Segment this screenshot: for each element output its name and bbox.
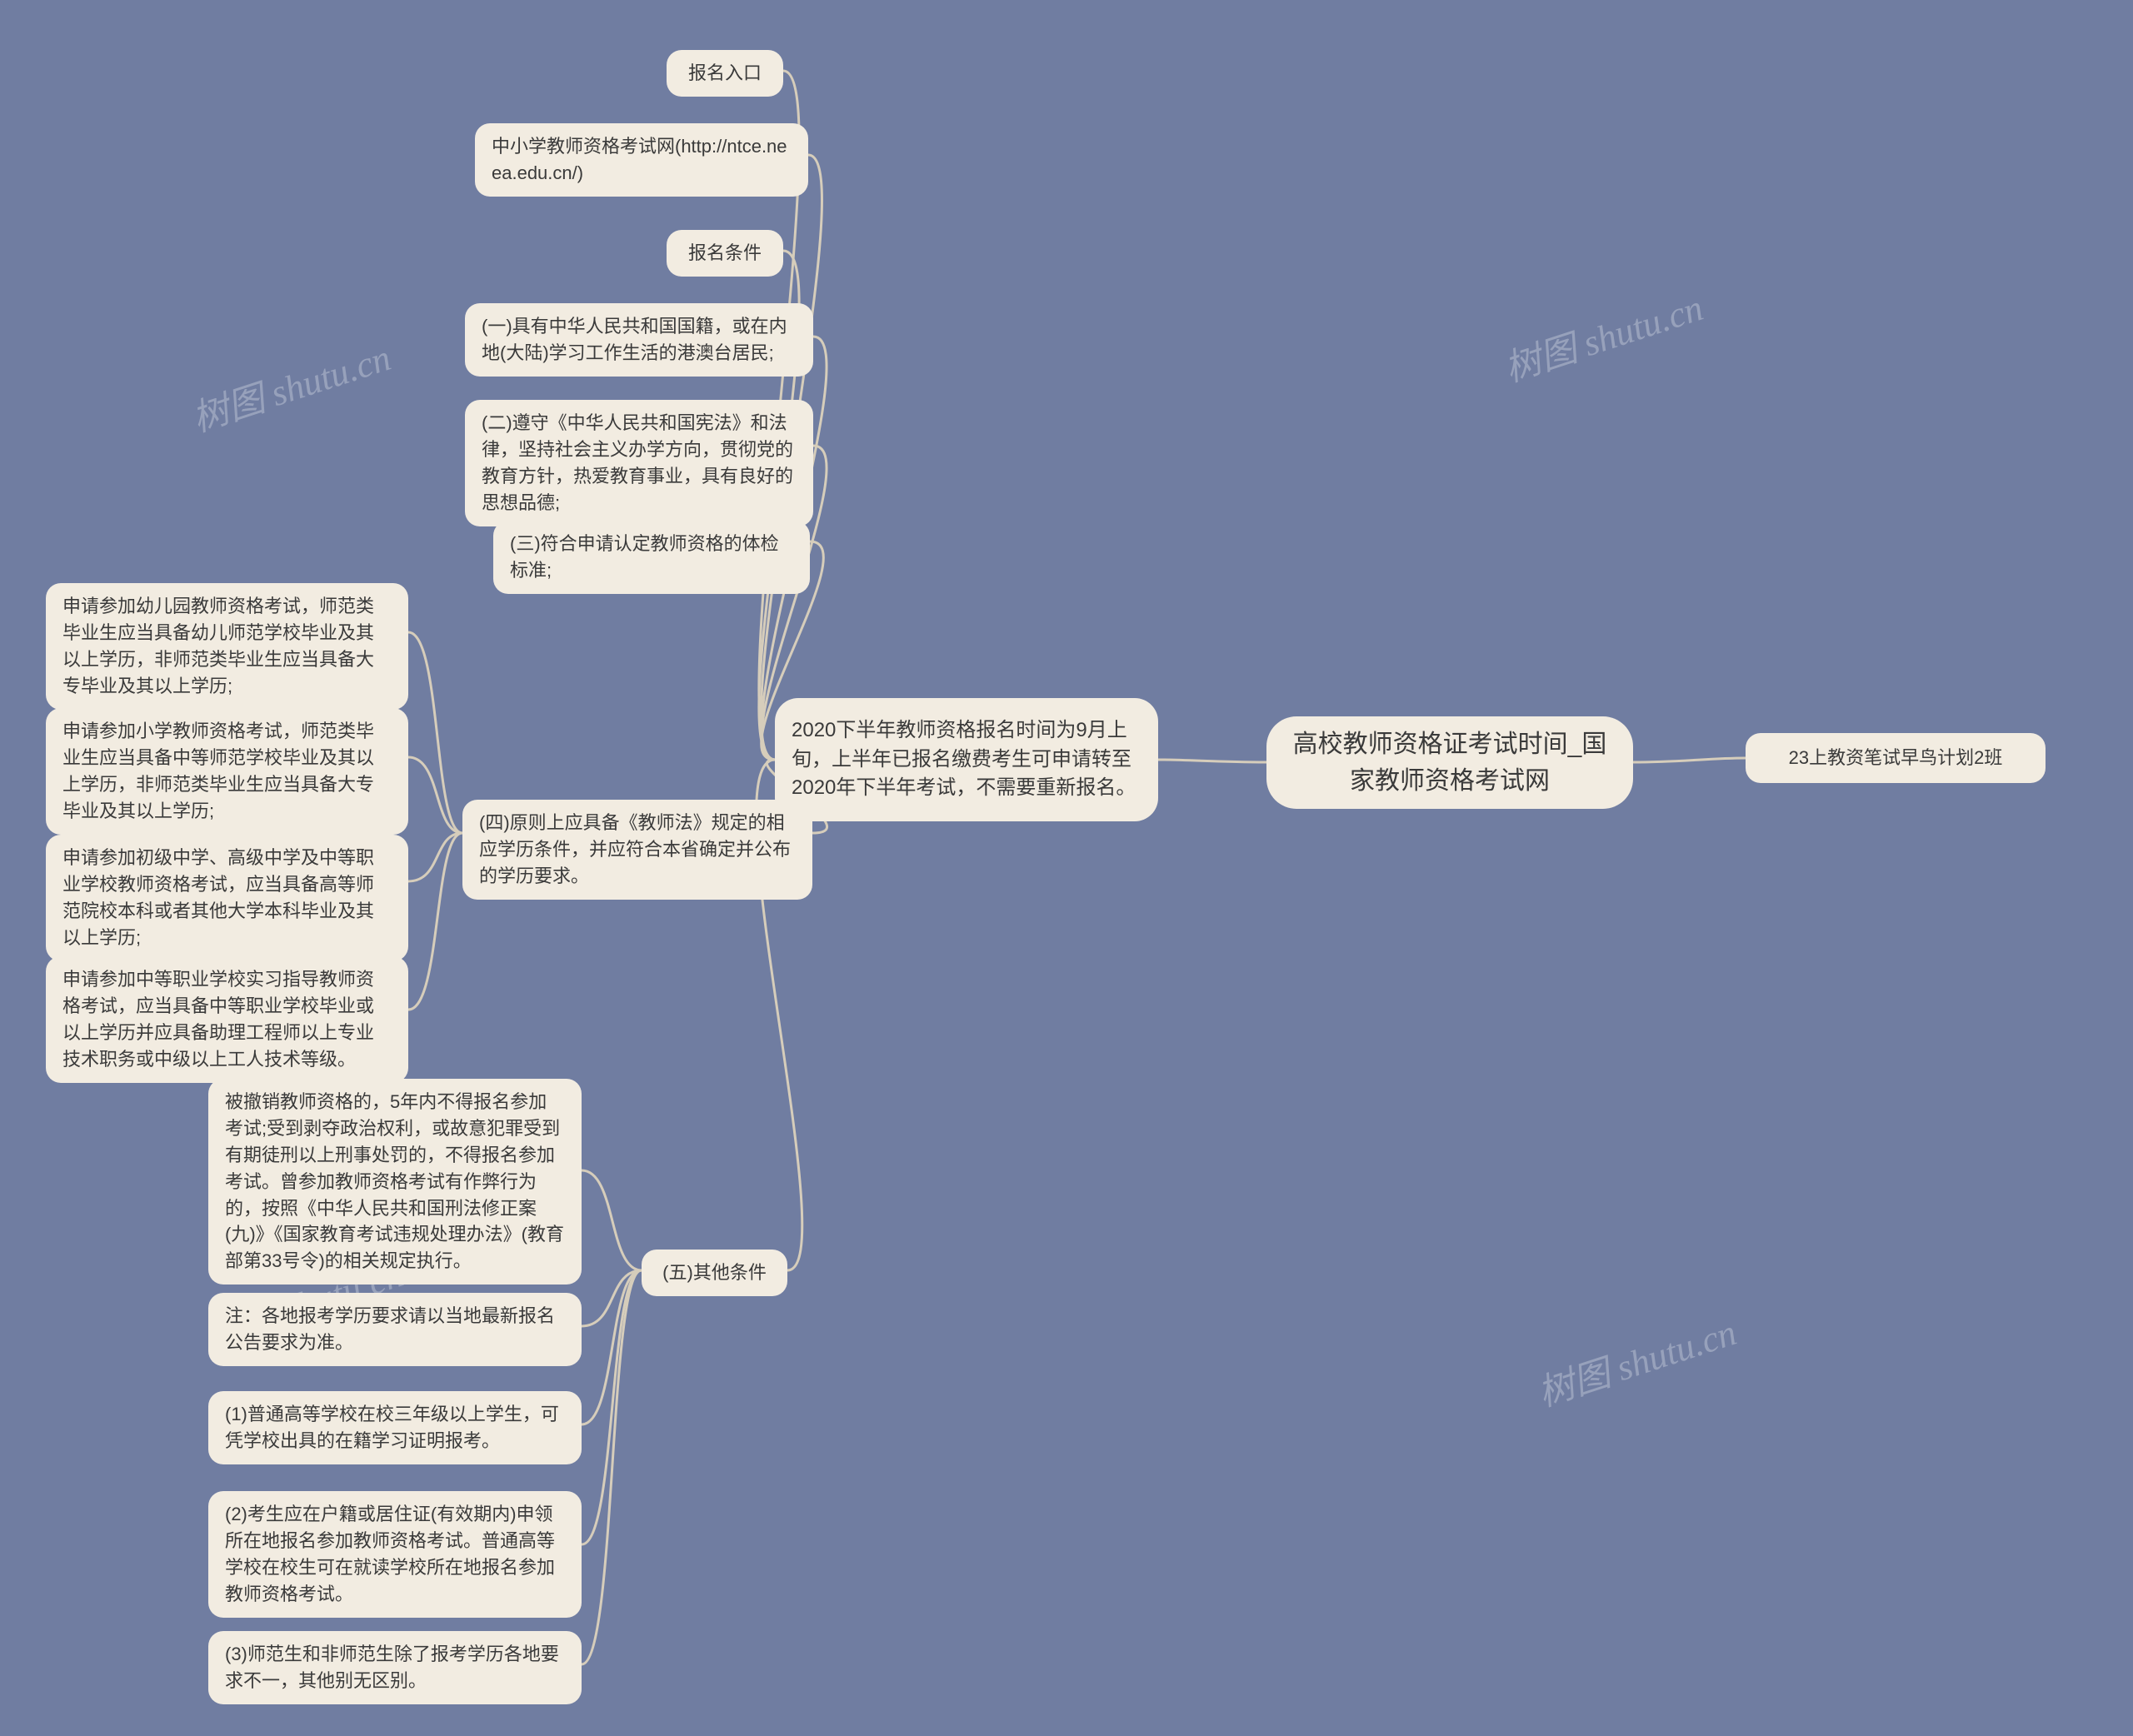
l2-label: (二)遵守《中华人民共和国宪法》和法律，坚持社会主义办学方向，贯彻党的教育方针，… bbox=[482, 410, 797, 516]
l3-label: 注：各地报考学历要求请以当地最新报名公告要求为准。 bbox=[225, 1303, 565, 1356]
l2-label: 报名入口 bbox=[688, 60, 762, 87]
left-main-node[interactable]: 2020下半年教师资格报名时间为9月上旬，上半年已报名缴费考生可申请转至2020… bbox=[775, 698, 1158, 821]
l3-node[interactable]: 注：各地报考学历要求请以当地最新报名公告要求为准。 bbox=[208, 1293, 582, 1366]
l3-node[interactable]: (2)考生应在户籍或居住证(有效期内)申领所在地报名参加教师资格考试。普通高等学… bbox=[208, 1491, 582, 1618]
l3-label: 申请参加幼儿园教师资格考试，师范类毕业生应当具备幼儿师范学校毕业及其以上学历，非… bbox=[62, 593, 392, 700]
l2-label: (三)符合申请认定教师资格的体检标准; bbox=[510, 531, 793, 584]
l3-node[interactable]: (3)师范生和非师范生除了报考学历各地要求不一，其他别无区别。 bbox=[208, 1631, 582, 1704]
l2-label: (四)原则上应具备《教师法》规定的相应学历条件，并应符合本省确定并公布的学历要求… bbox=[479, 810, 796, 890]
l3-node[interactable]: (1)普通高等学校在校三年级以上学生，可凭学校出具的在籍学习证明报考。 bbox=[208, 1391, 582, 1464]
l3-node[interactable]: 申请参加小学教师资格考试，师范类毕业生应当具备中等师范学校毕业及其以上学历，非师… bbox=[46, 708, 408, 835]
root-node[interactable]: 高校教师资格证考试时间_国家教师资格考试网 bbox=[1266, 716, 1633, 809]
mindmap-canvas: { "colors": { "background": "#707da1", "… bbox=[0, 0, 2133, 1736]
l3-label: (1)普通高等学校在校三年级以上学生，可凭学校出具的在籍学习证明报考。 bbox=[225, 1401, 565, 1454]
l3-label: 申请参加初级中学、高级中学及中等职业学校教师资格考试，应当具备高等师范院校本科或… bbox=[62, 845, 392, 951]
root-label: 高校教师资格证考试时间_国家教师资格考试网 bbox=[1283, 726, 1616, 799]
watermark: 树图 shutu.cn bbox=[1530, 1302, 1742, 1416]
l2-label: (五)其他条件 bbox=[662, 1260, 767, 1286]
l2-label: (一)具有中华人民共和国国籍，或在内地(大陆)学习工作生活的港澳台居民; bbox=[482, 313, 797, 367]
right-node[interactable]: 23上教资笔试早鸟计划2班 bbox=[1746, 733, 2046, 783]
l3-node[interactable]: 申请参加幼儿园教师资格考试，师范类毕业生应当具备幼儿师范学校毕业及其以上学历，非… bbox=[46, 583, 408, 710]
l3-label: (2)考生应在户籍或居住证(有效期内)申领所在地报名参加教师资格考试。普通高等学… bbox=[225, 1501, 565, 1608]
left-main-label: 2020下半年教师资格报名时间为9月上旬，上半年已报名缴费考生可申请转至2020… bbox=[792, 716, 1141, 803]
l3-label: 申请参加小学教师资格考试，师范类毕业生应当具备中等师范学校毕业及其以上学历，非师… bbox=[62, 718, 392, 825]
l2-node[interactable]: 报名入口 bbox=[667, 50, 783, 97]
l2-node[interactable]: (三)符合申请认定教师资格的体检标准; bbox=[493, 521, 810, 594]
l3-label: 申请参加中等职业学校实习指导教师资格考试，应当具备中等职业学校毕业或以上学历并应… bbox=[62, 966, 392, 1073]
l3-node[interactable]: 申请参加初级中学、高级中学及中等职业学校教师资格考试，应当具备高等师范院校本科或… bbox=[46, 835, 408, 961]
l3-label: (3)师范生和非师范生除了报考学历各地要求不一，其他别无区别。 bbox=[225, 1641, 565, 1694]
l2-label: 报名条件 bbox=[688, 240, 762, 267]
l3-label: 被撤销教师资格的，5年内不得报名参加考试;受到剥夺政治权利，或故意犯罪受到有期徒… bbox=[225, 1089, 565, 1275]
l3-node[interactable]: 被撤销教师资格的，5年内不得报名参加考试;受到剥夺政治权利，或故意犯罪受到有期徒… bbox=[208, 1079, 582, 1285]
watermark: 树图 shutu.cn bbox=[184, 327, 397, 441]
l2-node[interactable]: 报名条件 bbox=[667, 230, 783, 277]
l3-node[interactable]: 申请参加中等职业学校实习指导教师资格考试，应当具备中等职业学校毕业或以上学历并应… bbox=[46, 956, 408, 1083]
l2-node[interactable]: (五)其他条件 bbox=[642, 1250, 787, 1296]
watermark: 树图 shutu.cn bbox=[1496, 277, 1709, 392]
l2-node[interactable]: (二)遵守《中华人民共和国宪法》和法律，坚持社会主义办学方向，贯彻党的教育方针，… bbox=[465, 400, 813, 526]
l2-node[interactable]: (一)具有中华人民共和国国籍，或在内地(大陆)学习工作生活的港澳台居民; bbox=[465, 303, 813, 377]
l2-node[interactable]: (四)原则上应具备《教师法》规定的相应学历条件，并应符合本省确定并公布的学历要求… bbox=[462, 800, 812, 900]
l2-label: 中小学教师资格考试网(http://ntce.neea.edu.cn/) bbox=[492, 133, 792, 187]
right-label: 23上教资笔试早鸟计划2班 bbox=[1789, 745, 2003, 771]
l2-node[interactable]: 中小学教师资格考试网(http://ntce.neea.edu.cn/) bbox=[475, 123, 808, 197]
